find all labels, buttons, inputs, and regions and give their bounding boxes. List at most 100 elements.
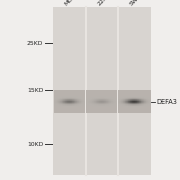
Bar bbox=[77, 107, 78, 108]
Bar bbox=[72, 101, 73, 102]
Bar bbox=[127, 107, 128, 108]
Bar bbox=[148, 99, 149, 100]
Bar bbox=[61, 91, 62, 92]
Bar bbox=[134, 94, 135, 95]
Bar bbox=[91, 99, 92, 100]
Bar bbox=[56, 104, 57, 105]
Bar bbox=[120, 92, 121, 93]
Bar bbox=[128, 110, 129, 111]
Bar bbox=[65, 95, 66, 96]
Bar bbox=[62, 104, 63, 105]
Bar bbox=[97, 101, 98, 102]
Bar bbox=[70, 96, 71, 97]
Bar bbox=[75, 92, 76, 93]
Bar bbox=[116, 107, 117, 108]
Bar bbox=[147, 92, 148, 93]
Bar bbox=[104, 99, 105, 100]
Bar bbox=[118, 107, 119, 108]
Bar bbox=[119, 95, 120, 96]
Bar bbox=[132, 111, 133, 112]
Bar bbox=[83, 90, 84, 91]
Bar bbox=[127, 103, 128, 104]
Bar bbox=[115, 90, 116, 91]
Bar bbox=[106, 102, 107, 103]
Bar bbox=[149, 111, 150, 112]
Bar bbox=[114, 91, 115, 92]
Bar bbox=[70, 109, 71, 110]
Bar bbox=[128, 108, 129, 109]
Bar bbox=[75, 93, 76, 94]
Bar bbox=[94, 96, 95, 97]
Bar bbox=[130, 98, 131, 99]
Bar bbox=[91, 95, 92, 96]
Bar bbox=[112, 100, 113, 101]
Bar bbox=[104, 108, 105, 109]
Bar bbox=[75, 96, 76, 97]
Bar bbox=[146, 100, 147, 101]
Bar bbox=[127, 99, 128, 100]
Bar bbox=[108, 104, 109, 105]
Bar bbox=[132, 99, 133, 100]
Bar bbox=[68, 99, 69, 100]
Bar bbox=[112, 100, 113, 101]
Bar bbox=[102, 99, 103, 100]
Bar bbox=[112, 104, 113, 105]
Bar bbox=[126, 99, 127, 100]
Bar bbox=[88, 110, 89, 111]
Bar bbox=[65, 99, 66, 100]
Bar bbox=[80, 105, 81, 106]
Bar bbox=[74, 94, 75, 95]
Bar bbox=[129, 97, 130, 98]
Bar bbox=[125, 96, 126, 97]
Bar bbox=[150, 93, 151, 94]
Bar bbox=[126, 109, 127, 110]
Bar bbox=[98, 92, 99, 93]
Bar bbox=[119, 102, 120, 103]
Bar bbox=[121, 99, 122, 100]
Bar bbox=[107, 100, 108, 101]
Bar bbox=[98, 99, 99, 100]
Bar bbox=[70, 95, 71, 96]
Bar bbox=[77, 105, 78, 106]
Bar bbox=[135, 92, 136, 93]
Bar bbox=[115, 94, 116, 95]
Bar bbox=[101, 109, 102, 110]
Bar bbox=[82, 108, 83, 109]
Bar bbox=[144, 96, 145, 97]
Bar bbox=[72, 109, 73, 110]
Bar bbox=[76, 111, 77, 112]
Bar bbox=[94, 109, 95, 110]
Bar bbox=[102, 108, 103, 109]
Bar bbox=[134, 109, 135, 110]
Bar bbox=[90, 109, 91, 110]
Bar bbox=[109, 100, 110, 101]
Bar bbox=[81, 100, 82, 101]
Bar bbox=[94, 101, 95, 102]
Bar bbox=[115, 112, 116, 113]
Bar bbox=[107, 90, 108, 91]
Bar bbox=[102, 109, 103, 110]
Bar bbox=[113, 100, 114, 101]
Bar bbox=[77, 94, 78, 95]
Bar bbox=[96, 95, 97, 96]
Bar bbox=[134, 108, 135, 109]
Bar bbox=[84, 101, 85, 102]
Bar bbox=[106, 93, 107, 94]
Bar bbox=[147, 97, 148, 98]
Bar bbox=[59, 103, 60, 104]
Bar bbox=[67, 95, 68, 96]
Bar bbox=[82, 98, 83, 99]
Bar bbox=[121, 98, 122, 99]
Bar bbox=[91, 92, 92, 93]
Bar bbox=[137, 103, 138, 104]
Bar bbox=[111, 102, 112, 103]
Bar bbox=[80, 91, 81, 92]
Bar bbox=[101, 91, 102, 92]
Bar bbox=[106, 111, 107, 112]
Bar bbox=[112, 105, 113, 106]
Bar bbox=[77, 96, 78, 97]
Bar bbox=[139, 90, 140, 91]
Bar bbox=[99, 95, 100, 96]
Bar bbox=[141, 100, 142, 101]
Bar bbox=[65, 104, 66, 105]
